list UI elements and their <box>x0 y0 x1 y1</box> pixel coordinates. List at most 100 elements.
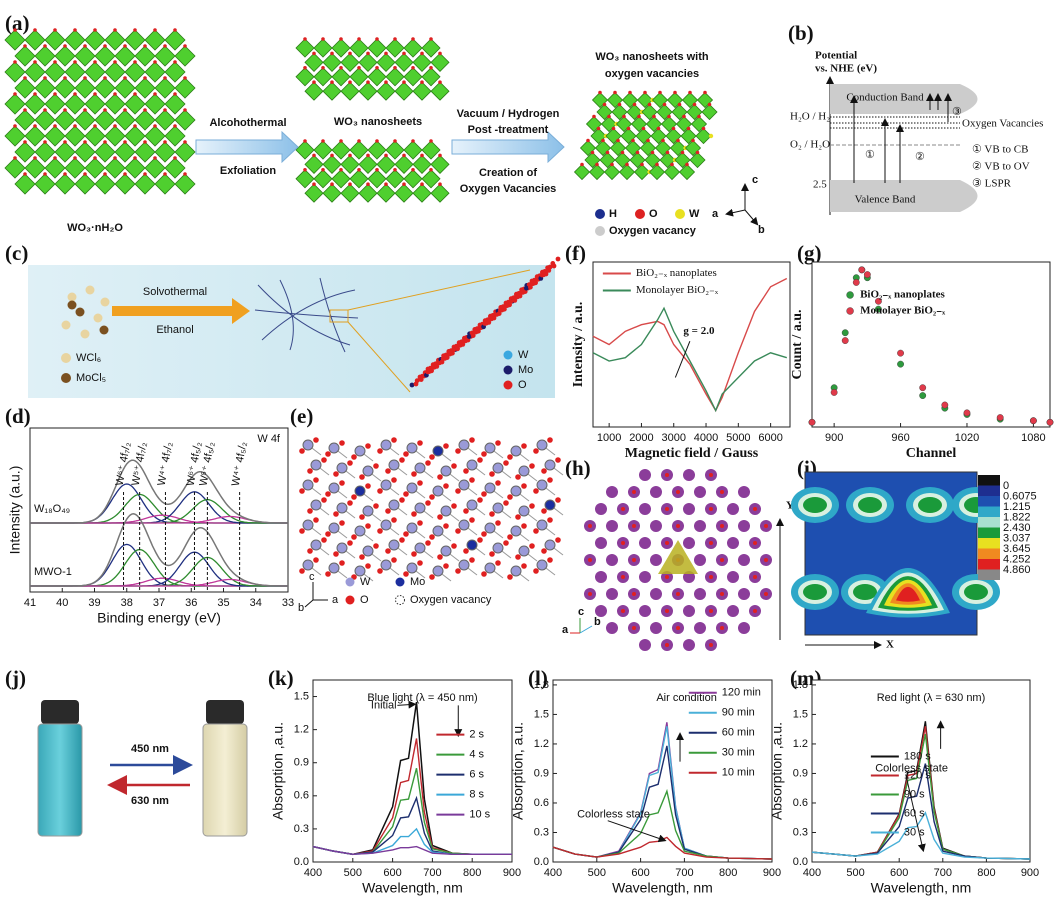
legend-atom <box>595 226 605 236</box>
atom <box>703 90 707 95</box>
octahedron <box>144 93 166 115</box>
atom <box>377 568 383 574</box>
octahedron <box>34 173 56 195</box>
atom <box>641 126 646 131</box>
atom <box>620 150 625 155</box>
atom <box>357 66 361 70</box>
y-tick-label: 1.5 <box>294 690 309 702</box>
atom <box>536 519 548 531</box>
atom <box>414 462 426 474</box>
octahedron <box>295 67 315 87</box>
atom <box>586 138 590 143</box>
colorbar-band <box>978 475 1000 486</box>
atom <box>63 44 67 48</box>
atom <box>606 622 618 634</box>
data-point <box>897 360 904 368</box>
octahedron <box>14 173 36 195</box>
octahedron <box>701 103 718 121</box>
y-tick-label: 0.6 <box>793 797 808 809</box>
atom <box>33 156 37 160</box>
colorbar-band <box>978 569 1000 580</box>
octahedron <box>376 183 396 203</box>
panel-label: (k) <box>268 666 294 690</box>
x-tick-label: 500 <box>846 867 864 879</box>
wavelength-label: 630 nm <box>131 795 169 807</box>
atom <box>325 491 331 497</box>
atom <box>656 126 661 131</box>
atom <box>458 519 470 531</box>
atom <box>406 562 418 574</box>
atom <box>339 37 343 41</box>
atom <box>466 539 478 551</box>
octahedron <box>403 169 423 189</box>
atom <box>411 66 415 70</box>
step-label: Oxygen Vacancies <box>460 183 557 195</box>
atom <box>541 508 547 514</box>
legend-marker <box>846 291 854 299</box>
octahedron <box>154 141 176 163</box>
atom <box>402 182 406 186</box>
atom <box>13 124 17 128</box>
octahedron <box>349 140 369 160</box>
annotation-line <box>674 341 691 378</box>
atom <box>639 605 651 617</box>
legend-marker <box>846 307 854 315</box>
atom <box>539 272 545 278</box>
atom <box>639 537 651 549</box>
atom <box>313 477 319 483</box>
atom <box>547 437 553 443</box>
atom <box>621 507 625 511</box>
atom <box>299 488 305 494</box>
atom <box>63 140 67 144</box>
step-label: Solvothermal <box>143 286 207 298</box>
atom <box>399 537 405 543</box>
data-point <box>875 297 882 305</box>
atom <box>632 592 636 596</box>
atom <box>691 138 695 143</box>
atom <box>544 499 556 511</box>
octahedron <box>104 157 126 179</box>
atom <box>348 182 352 186</box>
octahedron <box>403 140 423 160</box>
step-label: Exfoliation <box>220 165 277 177</box>
atom <box>544 539 556 551</box>
atom <box>163 108 167 112</box>
atom <box>325 451 331 457</box>
octahedron <box>104 125 126 147</box>
x-tick-label: 1020 <box>955 432 979 444</box>
atom <box>385 468 391 474</box>
atom <box>753 541 757 545</box>
atom <box>484 482 496 494</box>
atom <box>393 66 397 70</box>
octahedron <box>64 157 86 179</box>
series-label: W₁₈O₄₉ <box>34 503 70 515</box>
nanowire <box>261 289 356 341</box>
y-tick-label: 0.0 <box>534 856 549 868</box>
atom <box>622 114 626 119</box>
octahedron <box>14 77 36 99</box>
atom <box>635 150 640 155</box>
atom <box>307 468 313 474</box>
atom <box>409 382 415 388</box>
atom <box>495 560 501 566</box>
atom <box>133 28 137 32</box>
legend-atom <box>61 373 71 383</box>
octahedron <box>678 163 696 181</box>
atom <box>524 285 529 291</box>
octahedron <box>412 52 432 72</box>
atom <box>492 502 504 514</box>
axis-arrow <box>579 625 593 634</box>
zoom-line <box>347 321 411 393</box>
atom <box>451 347 456 353</box>
atom <box>83 44 87 48</box>
octahedron <box>4 125 26 147</box>
atom <box>650 150 655 155</box>
atom <box>510 445 522 457</box>
atom <box>650 588 662 600</box>
legend-label: O <box>518 379 527 391</box>
atom <box>533 448 539 454</box>
atom <box>347 460 353 466</box>
octahedron <box>124 61 146 83</box>
atom <box>380 519 392 531</box>
data-point <box>941 401 949 409</box>
